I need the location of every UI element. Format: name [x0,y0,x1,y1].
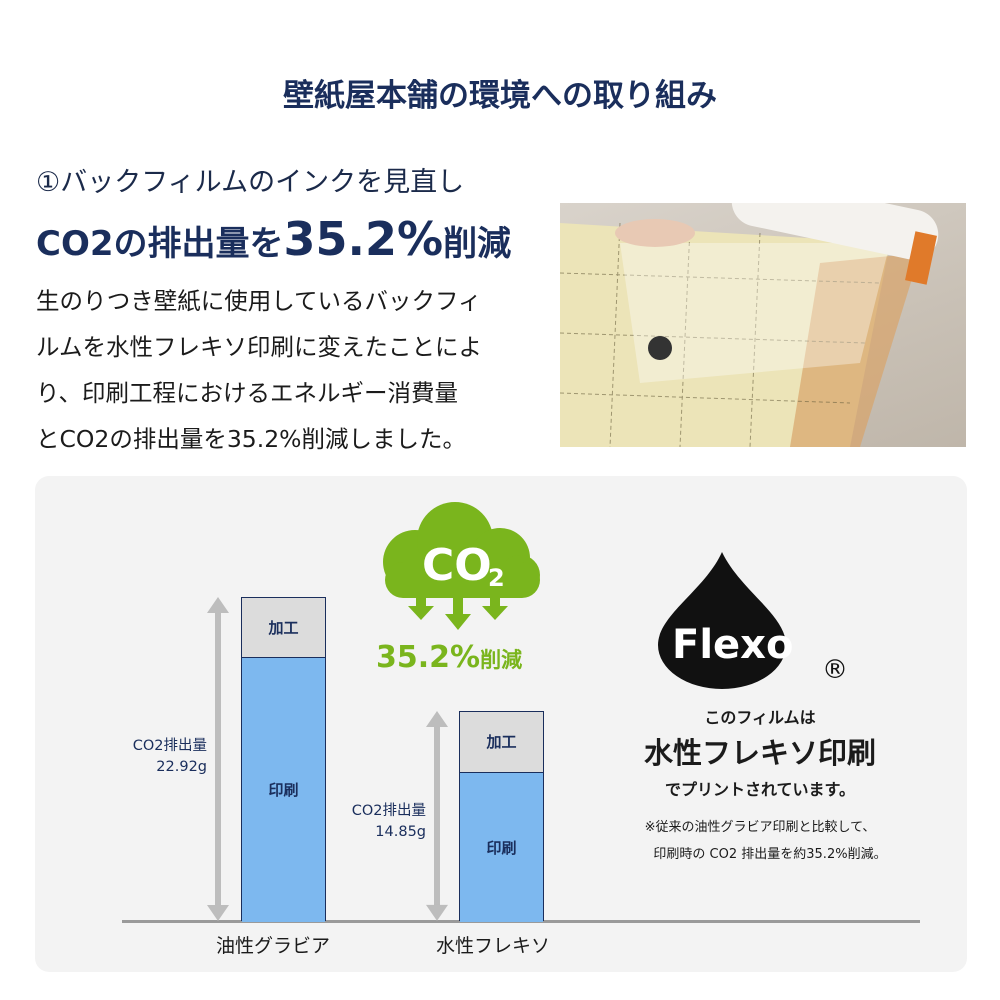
product-photo [560,203,966,447]
flexo-line1: このフィルムは [704,708,816,727]
headline-post: 削減 [443,224,512,264]
page-title: 壁紙屋本舗の環境への取り組み [283,78,717,114]
flexo-logo-text: Flexo [672,622,793,668]
bar-segment: 加工 [460,712,543,773]
body-line: ルムを水性フレキソ印刷に変えたことによ [36,333,483,361]
registered-mark: ® [822,655,848,685]
bar-segment: 印刷 [460,772,543,922]
section-subtitle: ①バックフィルムのインクを見直し [36,167,465,198]
total-label: CO2排出量 14.85g [316,801,426,843]
body-line: 生のりつき壁紙に使用しているバックフィ [36,287,482,315]
total-label-value: 22.92g [156,759,207,776]
body-line: とCO2の排出量を35.2%削減しました。 [36,425,467,453]
bar-segment: 加工 [242,598,325,658]
total-label-title: CO2排出量 [132,738,207,755]
co2-cloud-icon: CO 2 [383,502,540,630]
double-arrow-icon [207,597,229,921]
cloud-co: CO [422,540,492,591]
reduction-text: 削減 [480,648,523,672]
reduction-number: 35.2% [376,640,481,675]
flexo-drop-logo: Flexo ® [658,552,848,689]
stacked-bar: 印刷 加工 [459,711,544,922]
flexo-line3: でプリントされています。 [665,780,855,799]
flexo-note1: ※従来の油性グラビア印刷と比較して、 [644,820,876,835]
flexo-note2: 印刷時の CO2 排出量を約35.2%削減。 [653,847,887,862]
total-label: CO2排出量 22.92g [97,736,207,778]
cloud-sub: 2 [488,564,505,592]
total-label-title: CO2排出量 [351,803,426,820]
section-body: 生のりつき壁紙に使用しているバックフィ ルムを水性フレキソ印刷に変えたことによ … [36,278,546,462]
headline-number: 35.2% [283,212,444,266]
total-label-value: 14.85g [375,824,426,841]
stacked-bar: 印刷 加工 [241,597,326,922]
flexo-line2: 水性フレキソ印刷 [643,736,876,770]
reduction-label: 35.2%削減 [376,640,522,675]
body-line: り、印刷工程におけるエネルギー消費量 [36,379,459,407]
double-arrow-icon [426,711,448,921]
section-headline: CO2の排出量を35.2%削減 [36,212,511,266]
headline-pre: CO2の排出量を [36,224,284,264]
category-label: 油性グラビア [215,935,330,957]
bar-segment: 印刷 [242,657,325,922]
category-label: 水性フレキソ [435,935,550,957]
